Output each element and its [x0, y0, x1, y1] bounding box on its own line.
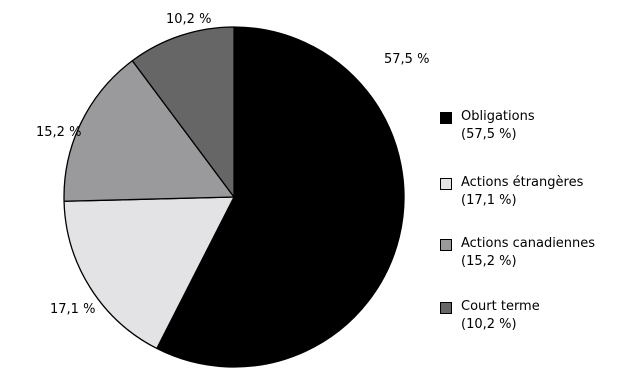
- legend-label: Court terme: [461, 299, 540, 314]
- legend-swatch-actions-canadiennes: [440, 239, 452, 251]
- legend-label: Actions canadiennes: [461, 236, 596, 251]
- legend-item-actions-etrangeres: Actions étrangères (17,1 %): [440, 174, 583, 210]
- pie-slice-obligations: [156, 26, 405, 368]
- pie-slice-actions-canadiennes: [63, 60, 235, 202]
- legend-value: (57,5 %): [461, 127, 517, 142]
- slice-label: 57,5 %: [384, 52, 429, 67]
- legend-label: Actions étrangères: [461, 175, 584, 190]
- slice-label: 17,1 %: [50, 302, 95, 317]
- legend-swatch-actions-etrangeres: [440, 178, 452, 190]
- pie-slices: [63, 26, 405, 368]
- legend-value: (10,2 %): [461, 317, 517, 332]
- slice-labels: 57,5 % 17,1 % 15,2 % 10,2 %: [36, 12, 429, 317]
- legend-item-actions-canadiennes: Actions canadiennes (15,2 %): [440, 235, 595, 271]
- legend-value: (17,1 %): [461, 193, 517, 208]
- legend-label: Obligations: [461, 109, 535, 124]
- legend-value: (15,2 %): [461, 254, 517, 269]
- pie-slice-court-terme: [131, 26, 235, 198]
- pie-slice-actions-trang-res: [63, 196, 235, 350]
- legend-item-obligations: Obligations (57,5 %): [440, 108, 535, 144]
- legend-swatch-court-terme: [440, 302, 452, 314]
- slice-label: 10,2 %: [166, 12, 211, 27]
- slice-label: 15,2 %: [36, 125, 81, 140]
- legend-swatch-obligations: [440, 112, 452, 124]
- legend-item-court-terme: Court terme (10,2 %): [440, 298, 540, 334]
